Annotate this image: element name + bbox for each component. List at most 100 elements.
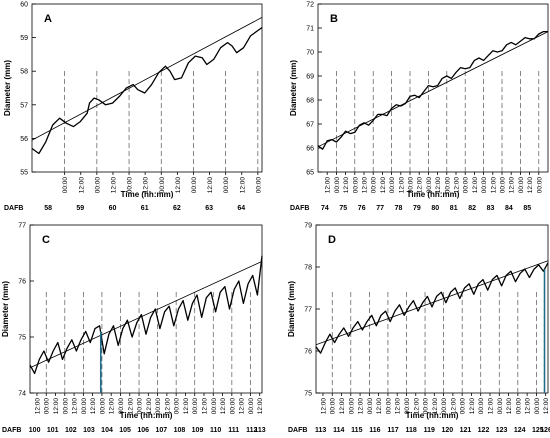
x-tick-label: 12:00	[506, 398, 513, 415]
x-tick-label: 00:00	[389, 177, 396, 194]
y-tick-label: 55	[20, 170, 28, 177]
x-tick-label: 00:00	[229, 398, 236, 415]
dafb-day-label: 105	[119, 427, 131, 434]
y-tick-label: 76	[304, 349, 312, 356]
dafb-day-label: 124	[514, 427, 526, 434]
x-tick-label: 00:00	[515, 398, 522, 415]
dafb-day-label: 58	[44, 205, 52, 212]
y-tick-label: 58	[20, 69, 28, 76]
y-tick-label: 72	[306, 2, 314, 9]
x-tick-label: 12:00	[543, 398, 550, 415]
x-tick-label: 00:00	[192, 398, 199, 415]
dafb-label: DAFB	[290, 205, 309, 212]
x-tick-label: 00:00	[223, 177, 230, 194]
x-tick-label: 12:00	[358, 398, 365, 415]
diameter-series-line	[29, 255, 263, 375]
y-tick-label: 60	[20, 2, 28, 9]
x-tick-label: 12:00	[490, 177, 497, 194]
x-tick-label: 00:00	[518, 177, 525, 194]
x-tick-label: 00:00	[155, 398, 162, 415]
y-axis-label: Diameter (mm)	[3, 60, 12, 116]
y-tick-label: 79	[304, 223, 312, 230]
x-tick-label: 12:00	[435, 177, 442, 194]
dafb-day-label: 122	[478, 427, 490, 434]
trend-line	[315, 260, 549, 346]
dafb-day-label: 116	[369, 427, 380, 434]
x-tick-label: 12:00	[527, 177, 534, 194]
x-tick-label: 12:00	[362, 177, 369, 194]
diameter-series-line	[315, 262, 549, 354]
y-axis-label: Diameter (mm)	[287, 281, 296, 337]
x-tick-label: 12:00	[146, 398, 153, 415]
x-tick-label: 00:00	[99, 398, 106, 415]
diameter-series-line	[31, 26, 263, 155]
x-tick-label: 00:00	[426, 177, 433, 194]
dafb-day-label: 81	[450, 205, 458, 212]
dafb-label: DAFB	[288, 427, 307, 434]
x-tick-label: 12:00	[90, 398, 97, 415]
x-tick-label: 00:00	[367, 398, 374, 415]
y-tick-label: 76	[18, 279, 26, 286]
plot-frame	[29, 224, 263, 394]
x-tick-label: 12:00	[525, 398, 532, 415]
dafb-day-label: 120	[441, 427, 453, 434]
x-tick-label: 12:00	[207, 177, 214, 194]
dafb-day-label: 121	[460, 427, 472, 434]
y-tick-label: 68	[306, 98, 314, 105]
dafb-day-label: 109	[192, 427, 204, 434]
x-axis-label: Time (hh:mm)	[406, 411, 459, 420]
diameter-series-line	[317, 30, 548, 150]
x-tick-label: 00:00	[211, 398, 218, 415]
x-tick-label: 00:00	[248, 398, 255, 415]
x-tick-label: 00:00	[423, 398, 430, 415]
trend-line	[29, 261, 263, 369]
y-tick-label: 66	[306, 146, 314, 153]
x-tick-label: 00:00	[371, 177, 378, 194]
dafb-day-label: 108	[174, 427, 186, 434]
dafb-day-label: 79	[413, 205, 421, 212]
x-tick-label: 12:00	[376, 398, 383, 415]
panel-letter: A	[44, 13, 52, 25]
panel-letter: C	[42, 234, 50, 246]
panel-letter: B	[330, 13, 338, 25]
x-axis-label: Time (hh:mm)	[120, 411, 173, 420]
x-tick-label: 00:00	[352, 177, 359, 194]
x-tick-label: 00:00	[404, 398, 411, 415]
x-tick-label: 12:00	[398, 177, 405, 194]
y-tick-label: 77	[18, 223, 26, 230]
panel-letter: D	[328, 234, 336, 246]
dafb-day-label: 82	[468, 205, 476, 212]
dafb-day-label: 61	[141, 205, 149, 212]
dafb-day-label: 101	[47, 427, 59, 434]
y-tick-label: 74	[18, 391, 26, 398]
dafb-day-label: 59	[76, 205, 84, 212]
dafb-day-label: 110	[210, 427, 221, 434]
trend-line	[317, 31, 549, 148]
x-tick-label: 12:00	[72, 398, 79, 415]
x-tick-label: 00:00	[463, 177, 470, 194]
dafb-day-label: 74	[321, 205, 329, 212]
dafb-day-label: 102	[65, 427, 77, 434]
x-tick-label: 12:00	[143, 177, 150, 194]
x-tick-label: 00:00	[118, 398, 125, 415]
x-tick-label: 00:00	[348, 398, 355, 415]
x-tick-label: 12:00	[413, 398, 420, 415]
x-tick-label: 00:00	[460, 398, 467, 415]
y-tick-label: 69	[306, 74, 314, 81]
x-tick-label: 00:00	[127, 177, 134, 194]
x-tick-label: 12:00	[488, 398, 495, 415]
x-tick-label: 00:00	[441, 398, 448, 415]
x-tick-label: 12:00	[472, 177, 479, 194]
y-tick-label: 70	[306, 50, 314, 57]
x-tick-label: 00:00	[385, 398, 392, 415]
y-tick-label: 78	[304, 265, 312, 272]
x-tick-label: 00:00	[534, 398, 541, 415]
dafb-day-label: 84	[505, 205, 513, 212]
dafb-day-label: 114	[333, 427, 344, 434]
x-tick-label: 12:00	[239, 398, 246, 415]
x-tick-label: 12:00	[380, 177, 387, 194]
dafb-day-label: 77	[376, 205, 384, 212]
dafb-day-label: 85	[523, 205, 531, 212]
plot-frame	[317, 3, 549, 173]
